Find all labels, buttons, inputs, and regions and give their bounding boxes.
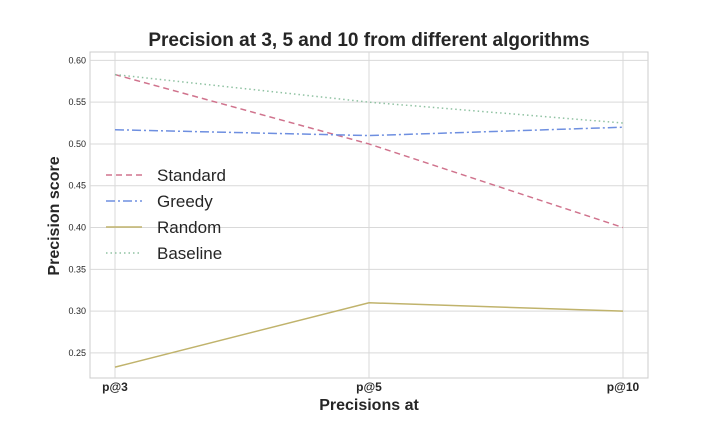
y-tick-label: 0.40 bbox=[68, 223, 86, 233]
x-axis-label: Precisions at bbox=[319, 397, 419, 414]
legend-label-standard: Standard bbox=[157, 166, 226, 185]
y-tick-label: 0.45 bbox=[68, 181, 86, 191]
legend-label-greedy: Greedy bbox=[157, 192, 213, 211]
x-tick-label: p@5 bbox=[356, 380, 382, 394]
y-tick-label: 0.50 bbox=[68, 139, 86, 149]
y-tick-label: 0.25 bbox=[68, 348, 86, 358]
y-axis-ticks: 0.25 0.30 0.35 0.40 0.45 0.50 0.55 0.60 bbox=[68, 55, 86, 358]
x-tick-label: p@10 bbox=[607, 380, 640, 394]
y-tick-label: 0.35 bbox=[68, 264, 86, 274]
series-line-standard bbox=[114, 73, 624, 229]
series-lines bbox=[114, 73, 624, 368]
legend-label-random: Random bbox=[157, 218, 221, 237]
legend-label-baseline: Baseline bbox=[157, 244, 222, 263]
legend: Standard Greedy Random Baseline bbox=[106, 166, 226, 263]
x-axis-ticks: p@3 p@5 p@10 bbox=[102, 380, 639, 394]
series-line-random bbox=[114, 302, 624, 368]
y-tick-label: 0.60 bbox=[68, 55, 86, 65]
gridlines bbox=[90, 52, 648, 378]
y-tick-label: 0.55 bbox=[68, 97, 86, 107]
y-tick-label: 0.30 bbox=[68, 306, 86, 316]
y-axis-label: Precision score bbox=[46, 156, 63, 275]
chart-title: Precision at 3, 5 and 10 from different … bbox=[148, 30, 589, 51]
x-tick-label: p@3 bbox=[102, 380, 128, 394]
